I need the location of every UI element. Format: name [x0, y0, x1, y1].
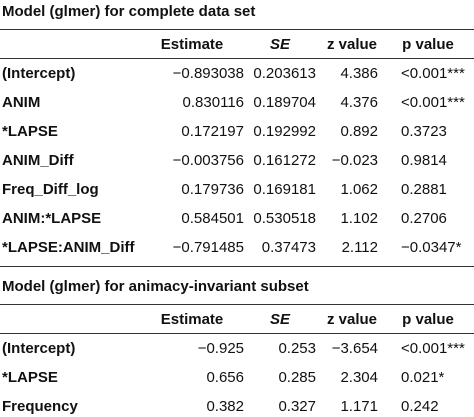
cell: −3.654: [331, 340, 378, 357]
cell: −0.003756: [172, 152, 244, 169]
cell: 0.161272: [253, 152, 316, 169]
cell: 0.253: [278, 340, 316, 357]
cell: −0.023: [331, 152, 378, 169]
cell: 0.892: [340, 123, 378, 140]
cell: 0.584501: [181, 210, 244, 227]
cell: −0.0347*: [401, 239, 462, 256]
cell: −0.925: [197, 340, 244, 357]
column-header: SE: [269, 311, 291, 328]
cell: 0.242: [401, 398, 439, 415]
cell: 0.021*: [401, 369, 445, 386]
row-label: *LAPSE: [2, 123, 58, 140]
cell: 0.192992: [253, 123, 316, 140]
cell: <0.001***: [401, 94, 465, 111]
table-title: Model (glmer) for animacy-invariant subs…: [2, 278, 309, 295]
column-header: Estimate: [160, 311, 224, 328]
cell: 0.172197: [181, 123, 244, 140]
cell: 0.656: [206, 369, 244, 386]
row-label: Freq_Diff_log: [2, 181, 99, 198]
cell: <0.001***: [401, 340, 465, 357]
rule: [0, 58, 474, 59]
column-header: p value: [402, 311, 454, 328]
cell: 2.112: [341, 239, 378, 256]
cell: 0.37473: [261, 239, 316, 256]
rule: [0, 29, 474, 30]
row-label: *LAPSE: [2, 369, 58, 386]
row-label: (Intercept): [2, 340, 76, 357]
column-header: z value: [326, 36, 378, 53]
row-label: ANIM: [2, 94, 41, 111]
row-label: Frequency: [2, 398, 78, 415]
cell: 0.3723: [401, 123, 447, 140]
cell: 0.169181: [253, 181, 316, 198]
cell: <0.001***: [401, 65, 465, 82]
rule: [0, 266, 474, 267]
column-header: p value: [402, 36, 454, 53]
cell: 0.2881: [401, 181, 447, 198]
row-label: ANIM_Diff: [2, 152, 74, 169]
column-header: Estimate: [160, 36, 224, 53]
cell: 0.203613: [253, 65, 316, 82]
cell: 0.285: [278, 369, 316, 386]
cell: 0.9814: [401, 152, 447, 169]
cell: 0.382: [206, 398, 244, 415]
cell: 2.304: [340, 369, 378, 386]
cell: 0.830116: [182, 94, 244, 111]
cell: −0.893038: [172, 65, 244, 82]
cell: 4.386: [340, 65, 378, 82]
cell: 1.102: [340, 210, 378, 227]
rule: [0, 304, 474, 305]
cell: 0.2706: [401, 210, 447, 227]
cell: −0.791485: [172, 239, 244, 256]
column-header: z value: [326, 311, 378, 328]
rule: [0, 333, 474, 334]
cell: 0.189704: [253, 94, 316, 111]
cell: 1.171: [340, 398, 378, 415]
cell: 4.376: [340, 94, 378, 111]
cell: 0.179736: [181, 181, 244, 198]
row-label: (Intercept): [2, 65, 76, 82]
cell: 0.530518: [253, 210, 316, 227]
cell: 1.062: [340, 181, 378, 198]
row-label: ANIM:*LAPSE: [2, 210, 102, 227]
table-title: Model (glmer) for complete data set: [2, 3, 256, 20]
column-header: SE: [269, 36, 291, 53]
cell: 0.327: [278, 398, 316, 415]
row-label: *LAPSE:ANIM_Diff: [2, 239, 135, 256]
